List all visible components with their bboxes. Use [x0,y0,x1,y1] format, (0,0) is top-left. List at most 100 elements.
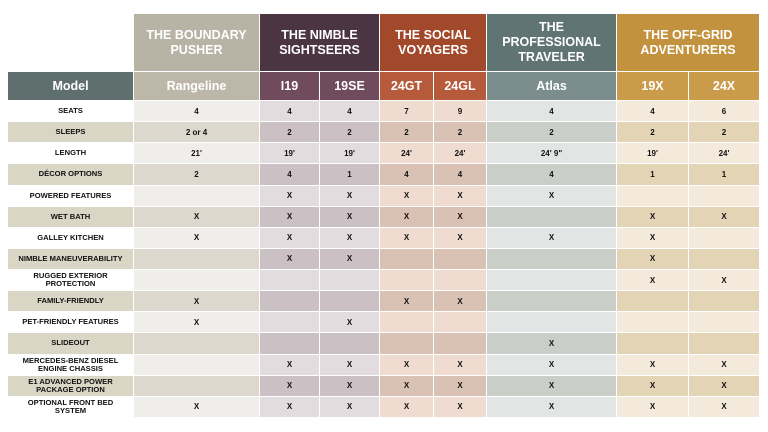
model-name: Atlas [487,72,617,101]
feature-value [487,312,617,334]
feature-value [434,248,487,271]
feature-value [434,312,487,334]
feature-value: X [487,333,617,355]
feature-value [134,248,260,271]
feature-label: FAMILY-FRIENDLY [8,291,134,313]
feature-value: X [260,375,320,397]
feature-value: 2 [260,122,320,144]
feature-value: X [380,396,434,418]
feature-value: 4 [134,101,260,123]
feature-value [134,185,260,207]
feature-label: GALLEY KITCHEN [8,227,134,249]
feature-value: 21' [134,143,260,165]
feature-value [320,333,380,355]
feature-value: X [134,206,260,228]
feature-value [260,312,320,334]
feature-value: 4 [487,101,617,123]
feature-value: 1 [689,164,760,186]
feature-value: X [320,354,380,376]
feature-label: PET-FRIENDLY FEATURES [8,312,134,334]
feature-value: 4 [260,164,320,186]
feature-value: X [260,396,320,418]
feature-value [689,333,760,355]
feature-value: X [434,227,487,249]
feature-value [134,354,260,376]
feature-value: X [617,354,689,376]
group-header: THE OFF-GRID ADVENTURERS [617,14,760,72]
feature-value [380,270,434,292]
feature-value: X [689,354,760,376]
feature-label: DÉCOR OPTIONS [8,164,134,186]
feature-label: SLEEPS [8,122,134,144]
feature-value [617,312,689,334]
feature-value [134,375,260,397]
feature-value [487,270,617,292]
feature-value: X [434,396,487,418]
feature-value [260,291,320,313]
feature-value: 24' 9" [487,143,617,165]
feature-value [617,291,689,313]
feature-value: 6 [689,101,760,123]
feature-value [434,270,487,292]
feature-value: 2 [134,164,260,186]
feature-value: X [320,185,380,207]
feature-value: X [487,375,617,397]
feature-value: 4 [487,164,617,186]
feature-label: SEATS [8,101,134,123]
feature-label: OPTIONAL FRONT BED SYSTEM [8,396,134,418]
feature-value [260,270,320,292]
feature-value: X [689,396,760,418]
feature-value: 4 [260,101,320,123]
feature-value: X [260,206,320,228]
feature-value: X [320,312,380,334]
group-header: THE SOCIAL VOYAGERS [380,14,487,72]
feature-value: 19' [617,143,689,165]
feature-value: 2 [617,122,689,144]
model-name: 24GL [434,72,487,101]
feature-value: 2 [487,122,617,144]
feature-value: 2 [380,122,434,144]
feature-value: X [134,396,260,418]
feature-value: 4 [617,101,689,123]
feature-value: X [320,375,380,397]
feature-value: 2 or 4 [134,122,260,144]
feature-value: X [434,185,487,207]
feature-value [487,248,617,271]
feature-value: 9 [434,101,487,123]
feature-value: 1 [617,164,689,186]
feature-label: E1 ADVANCED POWER PACKAGE OPTION [8,375,134,397]
feature-value [689,227,760,249]
feature-value: X [380,354,434,376]
feature-value: X [320,248,380,271]
feature-value: X [617,227,689,249]
feature-label: MERCEDES-BENZ DIESEL ENGINE CHASSIS [8,354,134,376]
feature-value: X [487,396,617,418]
model-name: I19 [260,72,320,101]
feature-value [487,291,617,313]
feature-value: X [434,354,487,376]
feature-value [380,333,434,355]
model-name: 19X [617,72,689,101]
feature-value: X [617,270,689,292]
feature-value [487,206,617,228]
feature-value: X [260,185,320,207]
feature-value: X [260,227,320,249]
feature-value: X [617,206,689,228]
feature-value [134,333,260,355]
feature-value: X [134,227,260,249]
feature-value [689,248,760,271]
feature-label: LENGTH [8,143,134,165]
feature-label: SLIDEOUT [8,333,134,355]
feature-value: 19' [320,143,380,165]
feature-value: X [689,270,760,292]
feature-value: X [617,396,689,418]
model-name: 24X [689,72,760,101]
feature-value: 2 [434,122,487,144]
feature-value: X [380,185,434,207]
feature-value: X [617,375,689,397]
feature-value [380,312,434,334]
group-header: THE NIMBLE SIGHTSEERS [260,14,380,72]
feature-label: RUGGED EXTERIOR PROTECTION [8,270,134,292]
